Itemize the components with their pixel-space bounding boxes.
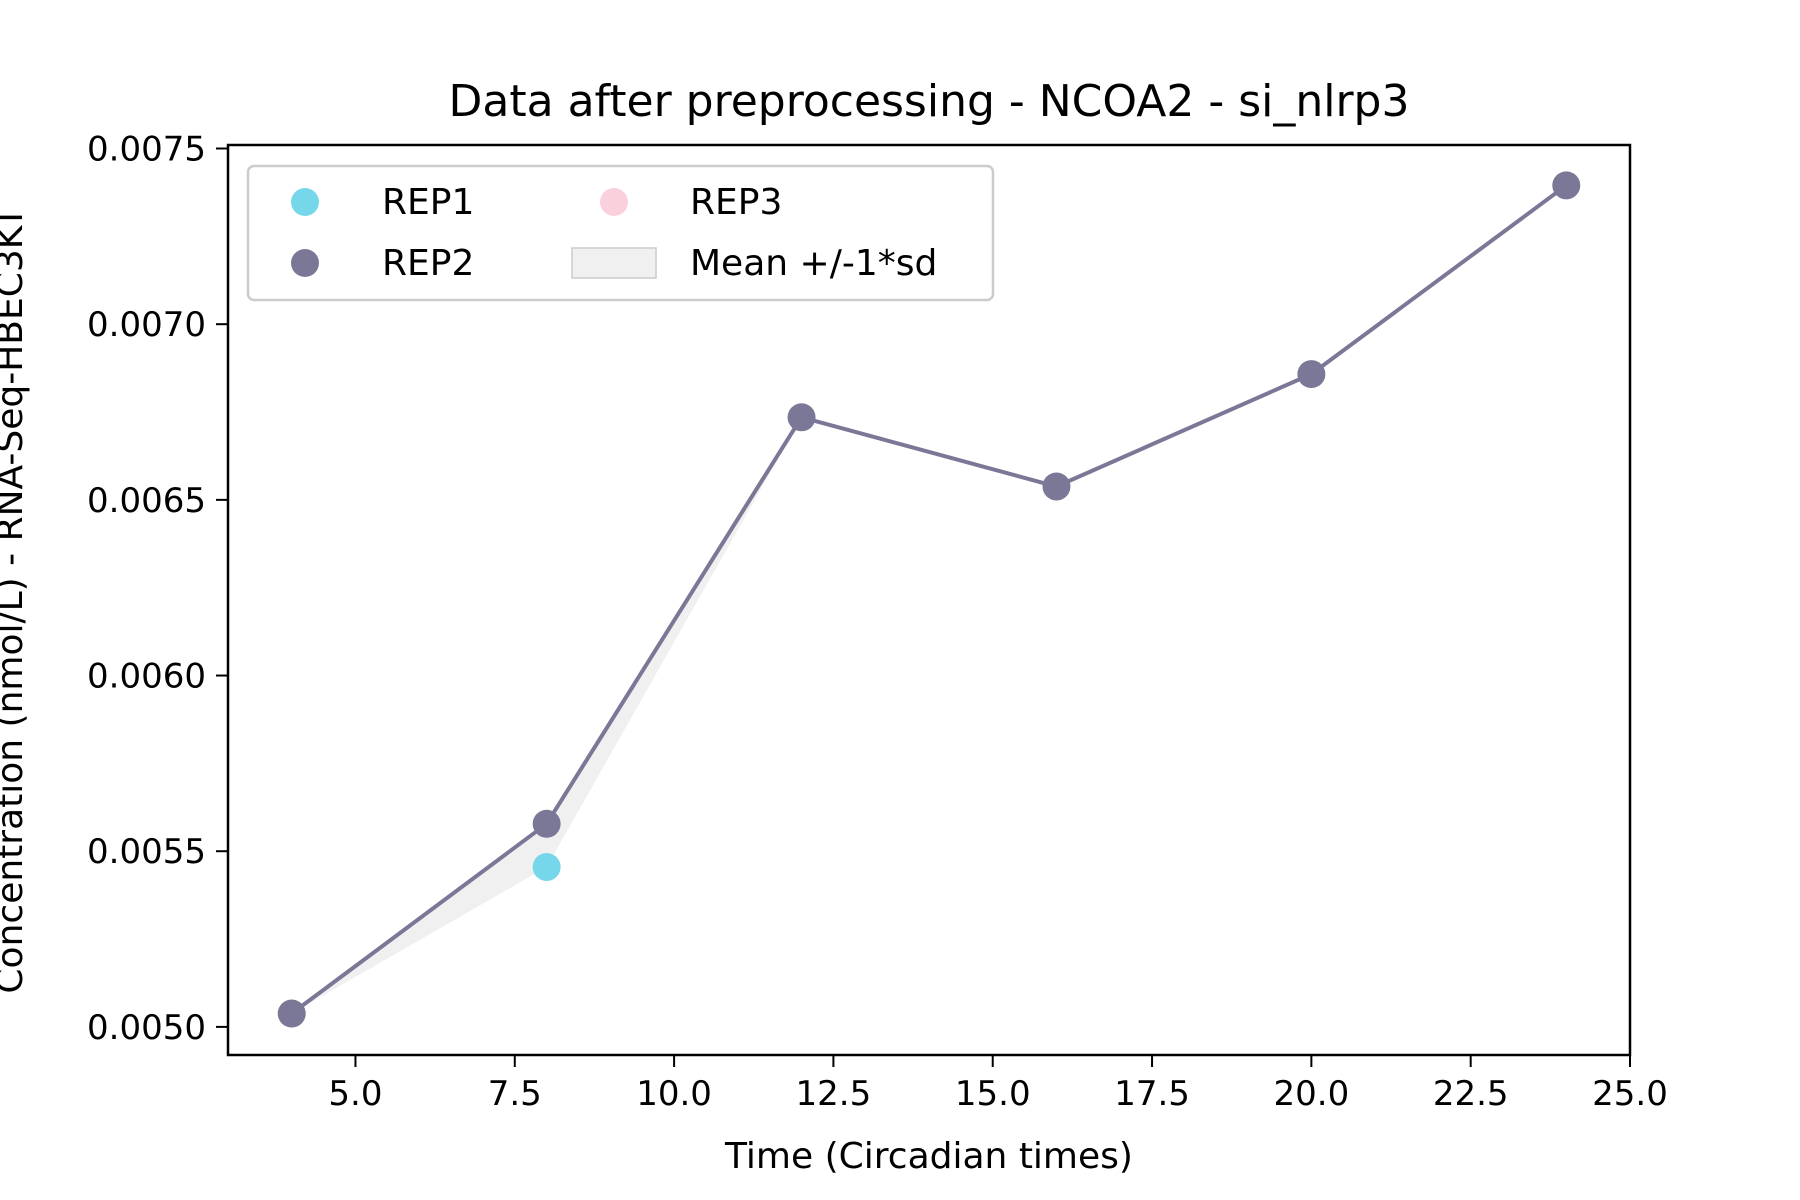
legend-marker-rep1 <box>291 188 319 216</box>
x-axis-label: Time (Circadian times) <box>724 1136 1133 1177</box>
y-tick-label: 0.0075 <box>87 130 206 170</box>
y-tick-label: 0.0050 <box>87 1008 206 1048</box>
legend-label-rep2: REP2 <box>382 243 474 284</box>
x-tick-label: 22.5 <box>1433 1074 1509 1114</box>
x-tick-label: 5.0 <box>328 1074 382 1114</box>
x-tick-label: 25.0 <box>1592 1074 1668 1114</box>
legend-marker-rep3 <box>600 188 628 216</box>
legend-label-rep3: REP3 <box>690 182 782 223</box>
data-point-rep2 <box>277 999 306 1028</box>
series-line-rep2 <box>290 183 1568 1016</box>
x-tick-label: 15.0 <box>955 1074 1031 1114</box>
axes: 5.0 7.5 10.0 12.5 15.0 17.5 20.0 22.5 25.0 0.0050… <box>87 130 1668 1114</box>
y-axis-label: Concentration (nmol/L) - RNA-Seq-HBEC3KT <box>0 205 31 993</box>
legend-marker-mean-1-sd <box>571 247 657 279</box>
legend-label-mean-1-sd: Mean +/-1*sd <box>690 243 937 284</box>
legend-box <box>246 164 995 302</box>
data-point-rep2 <box>1042 472 1071 501</box>
data-point-rep2 <box>1297 360 1326 389</box>
legend-marker-rep2 <box>291 249 319 277</box>
y-tick-label: 0.0070 <box>87 305 206 345</box>
x-tick-label: 10.0 <box>636 1074 712 1114</box>
legend: REP1 REP2 REP3 Mean +/-1*sd <box>246 164 995 302</box>
data-point-rep2 <box>1552 171 1581 200</box>
axes-frame <box>226 143 1632 1057</box>
legend-label-rep1: REP1 <box>382 182 474 223</box>
x-tick-label: 12.5 <box>796 1074 872 1114</box>
sd-band <box>291 185 1567 1014</box>
x-tick-label: 20.0 <box>1274 1074 1350 1114</box>
data-point-rep2 <box>532 809 561 838</box>
y-tick-label: 0.0065 <box>87 481 206 521</box>
data-point-rep1 <box>532 853 561 882</box>
y-tick-label: 0.0055 <box>87 832 206 872</box>
data-point-rep2 <box>787 403 816 432</box>
chart-title: Data after preprocessing - NCOA2 - si_nl… <box>449 76 1410 127</box>
plot-area <box>277 171 1581 1028</box>
y-tick-label: 0.0060 <box>87 657 206 697</box>
x-tick-label: 17.5 <box>1114 1074 1190 1114</box>
x-tick-label: 7.5 <box>488 1074 542 1114</box>
